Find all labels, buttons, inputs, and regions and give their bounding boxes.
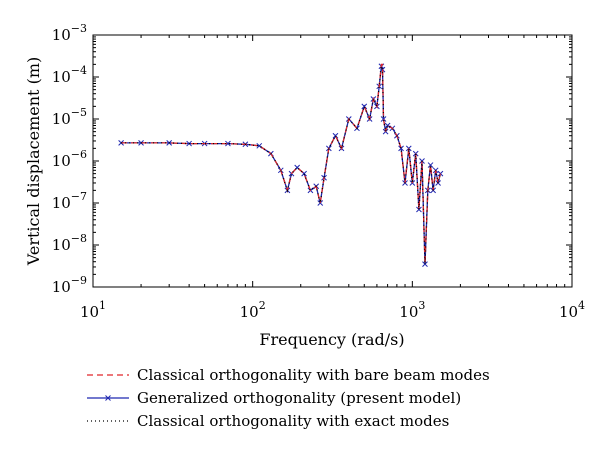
legend-label: Generalized orthogonality (present model… [137,389,461,407]
y-tick-label: 10−7 [52,190,87,212]
data-point-marker [422,261,428,268]
plot-frame [92,34,573,288]
legend-item-2: Generalized orthogonality (present model… [87,389,461,407]
data-point-marker [317,200,324,206]
data-point-marker [398,145,404,152]
data-point-marker [138,140,144,146]
legend: Classical orthogonality with bare beam m… [87,366,490,430]
series-line-2 [121,66,442,265]
x-tick-label: 102 [240,299,266,321]
y-tick-label: 10−4 [52,64,87,86]
y-tick-label: 10−3 [52,22,87,44]
x-tick-label: 104 [559,299,585,321]
y-tick-label: 10−5 [52,106,87,128]
ticks-layer: 101 102 103 104 10−9 10−8 10−7 10−6 10−5 10−4 10−3 [52,22,585,321]
y-tick-label: 10−6 [52,148,87,170]
y-axis-title: Vertical displacement (m) [24,57,43,266]
legend-item-3: Classical orthogonality with exact modes [87,412,449,430]
series-line-1 [121,63,442,265]
y-tick-label: 10−9 [52,274,87,296]
legend-item-1: Classical orthogonality with bare beam m… [87,366,490,384]
series-layer [118,63,444,268]
data-point-marker [225,140,231,147]
x-tick-label: 101 [80,299,106,321]
legend-label: Classical orthogonality with bare beam m… [137,366,490,384]
x-axis-title: Frequency (rad/s) [259,330,404,349]
series-line-3 [121,66,442,265]
y-tick-label: 10−8 [52,232,87,254]
data-point-marker [427,162,434,168]
legend-label: Classical orthogonality with exact modes [137,412,449,430]
data-point-marker [380,116,387,122]
data-point-marker [332,132,339,139]
x-tick-label: 103 [399,299,425,321]
data-point-marker [361,103,368,110]
data-point-marker [416,206,422,213]
